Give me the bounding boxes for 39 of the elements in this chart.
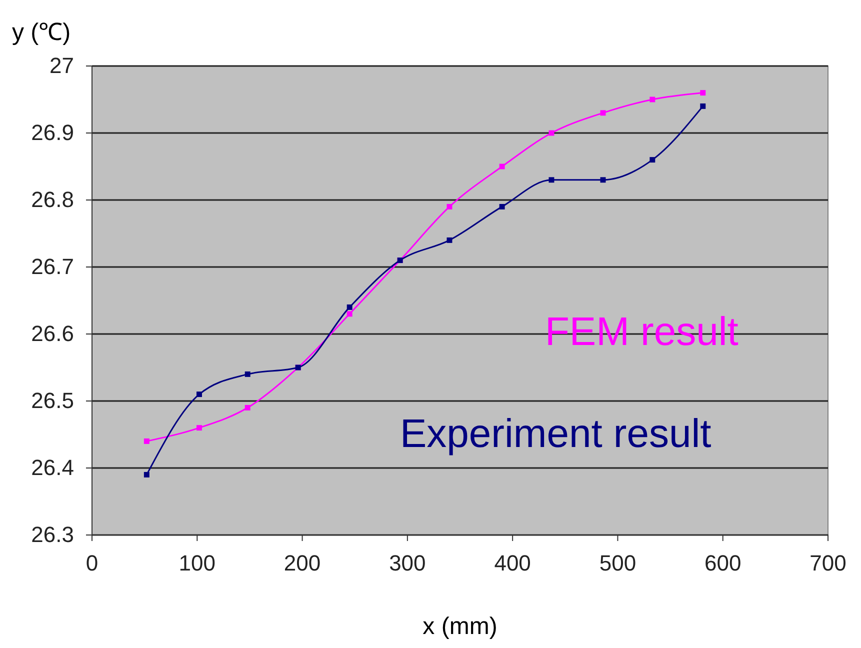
x-axis-title: x (mm) bbox=[422, 613, 498, 640]
point bbox=[144, 472, 150, 478]
point bbox=[700, 90, 706, 96]
y-tick-label: 27 bbox=[50, 53, 74, 78]
point bbox=[196, 425, 202, 431]
y-tick-label: 26.7 bbox=[31, 254, 74, 280]
point bbox=[548, 130, 554, 136]
point bbox=[196, 392, 202, 398]
point bbox=[244, 371, 250, 377]
point bbox=[650, 96, 656, 102]
text: Experiment result bbox=[400, 412, 712, 456]
point bbox=[700, 103, 706, 109]
point bbox=[499, 164, 505, 170]
y-tick-label: 26.5 bbox=[31, 388, 74, 414]
x-tick-label: 300 bbox=[389, 550, 426, 576]
x-tick-label: 700 bbox=[810, 550, 846, 576]
y-tick-label: 26.9 bbox=[31, 120, 74, 146]
y-axis-title: y (℃) bbox=[12, 19, 71, 46]
y-tick-label: 26.8 bbox=[31, 187, 74, 212]
y-tick-label: 26.4 bbox=[31, 455, 74, 480]
x-tick-label: 0 bbox=[86, 550, 98, 576]
y-tick-label: 26.6 bbox=[31, 321, 74, 346]
x-tick-label: 100 bbox=[178, 550, 216, 576]
point bbox=[499, 204, 505, 210]
x-tick-label: 600 bbox=[704, 550, 742, 576]
x-tick-label: 500 bbox=[599, 550, 636, 576]
point bbox=[346, 311, 352, 317]
point bbox=[446, 237, 452, 243]
point bbox=[600, 110, 606, 116]
point bbox=[600, 177, 606, 183]
point bbox=[650, 157, 656, 163]
y-tick-label: 26.3 bbox=[31, 522, 74, 548]
point bbox=[446, 204, 452, 210]
point bbox=[144, 438, 150, 444]
point bbox=[244, 404, 250, 410]
x-tick-label: 400 bbox=[494, 550, 531, 576]
point bbox=[548, 177, 554, 183]
point bbox=[346, 304, 352, 310]
x-tick-label: 200 bbox=[284, 550, 321, 576]
